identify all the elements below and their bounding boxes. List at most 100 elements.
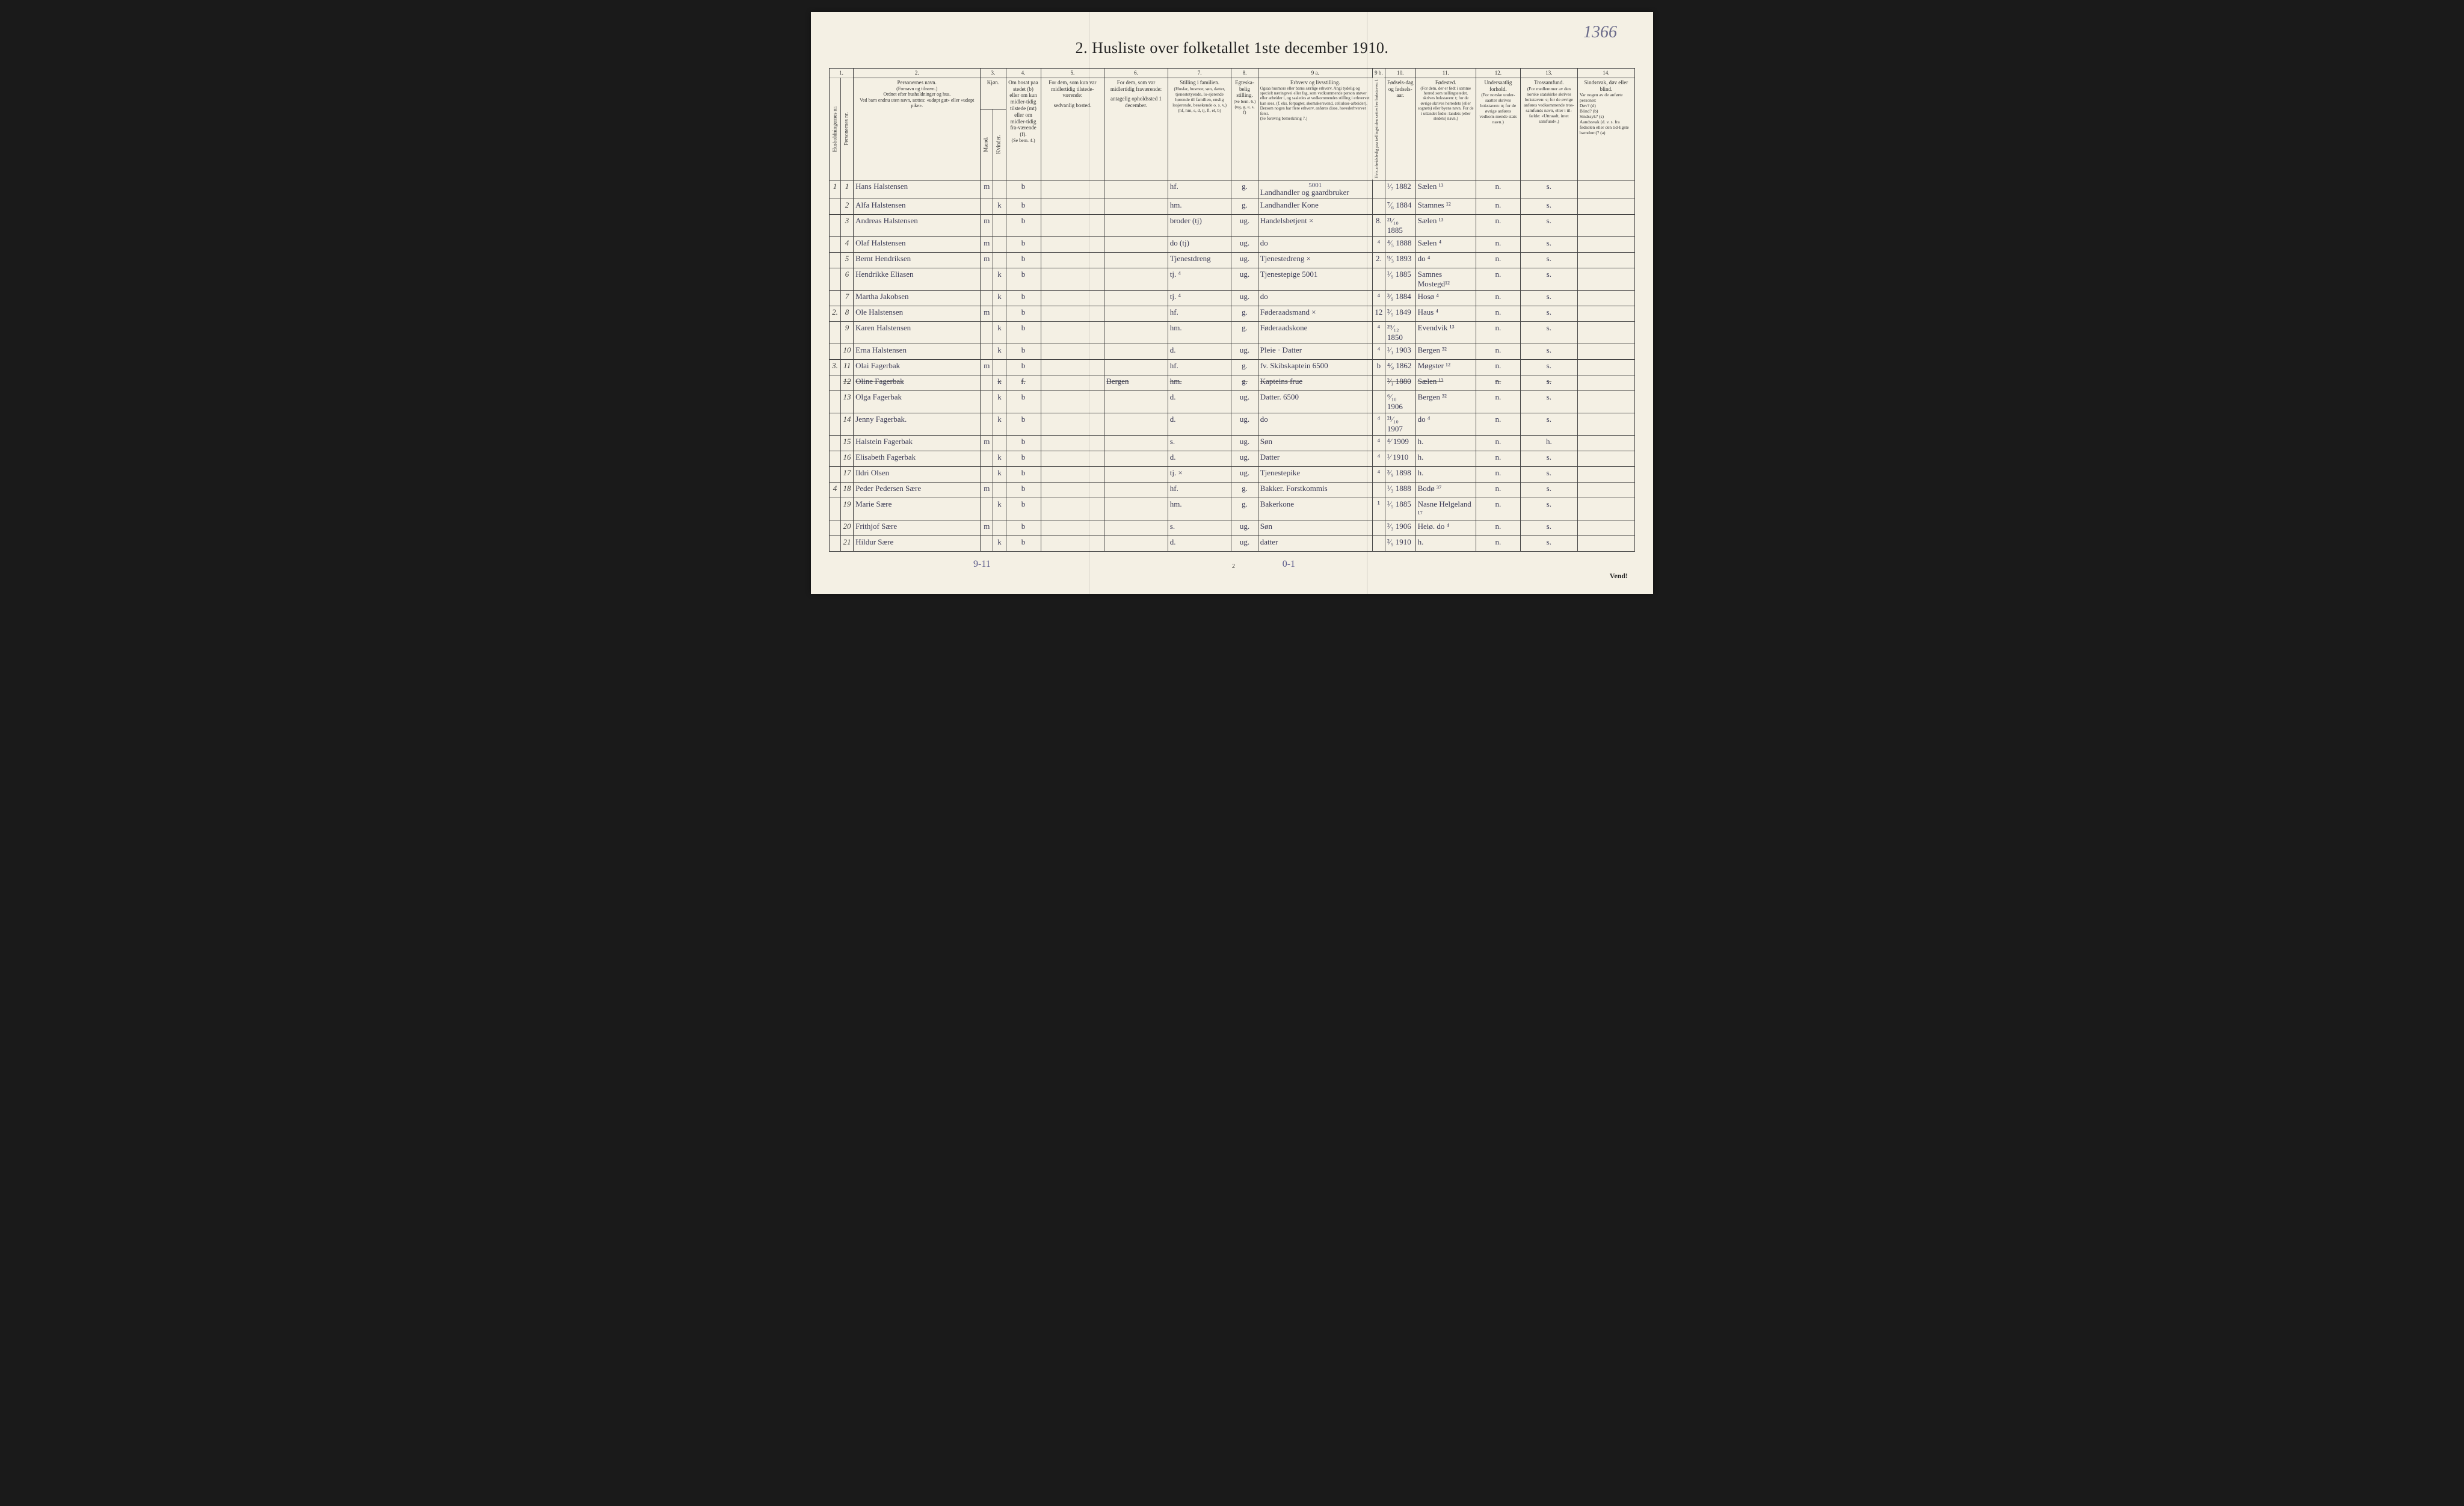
cell-birthdate: ²⁄₅ 1849 [1385,306,1415,322]
cell-residence: b [1006,268,1041,291]
cell-family-position: hm. [1168,375,1231,391]
cell-birthdate: ²¹⁄₁₀ 1907 [1385,413,1415,436]
cell-birthdate: ²⁄₁ 1880 [1385,375,1415,391]
cell-family-position: s. [1168,520,1231,536]
cell-birthdate: ¹⁄₅ 1885 [1385,498,1415,520]
cell-person-nr: 6 [841,268,854,291]
cell-person-nr: 8 [841,306,854,322]
cell-name: Alfa Halstensen [854,199,981,215]
cell-family-position: d. [1168,391,1231,413]
cell-disability [1577,413,1634,436]
cell-temporary-present [1041,268,1104,291]
cell-occupation: Datter. 6500 [1258,391,1372,413]
cell-name: Elisabeth Fagerbak [854,451,981,467]
cell-temporary-absent [1104,268,1168,291]
cell-person-nr: 5 [841,253,854,268]
cell-temporary-absent [1104,306,1168,322]
cell-birthplace: h. [1415,536,1476,552]
cell-temporary-present [1041,375,1104,391]
cell-family-position: d. [1168,413,1231,436]
cell-unemployed: 12 [1372,306,1385,322]
cell-unemployed: ⁴ [1372,451,1385,467]
table-row: 12Oline Fagerbakkf.Bergenhm.g.Kapteins f… [830,375,1635,391]
cell-nationality: n. [1476,536,1520,552]
cell-temporary-present [1041,344,1104,360]
cell-religion: s. [1520,375,1577,391]
cell-unemployed [1372,536,1385,552]
cell-disability [1577,451,1634,467]
cell-sex-m: m [981,306,993,322]
table-row: 9Karen Halstensenkbhm.g.Føderaadskone⁴²⁹… [830,322,1635,344]
cell-sex-m: m [981,360,993,375]
cell-household-nr [830,536,841,552]
cell-sex-k: k [993,322,1006,344]
table-row: 5Bernt HendriksenmbTjenestdrengug.Tjenes… [830,253,1635,268]
column-number-row: 1. 2. 3. 4. 5. 6. 7. 8. 9 a. 9 b. 10. 11… [830,69,1635,78]
cell-religion: s. [1520,536,1577,552]
cell-residence: b [1006,322,1041,344]
cell-sex-m: m [981,181,993,199]
cell-name: Hildur Sære [854,536,981,552]
cell-birthplace: Heiø. do ⁴ [1415,520,1476,536]
cell-temporary-present [1041,451,1104,467]
cell-family-position: Tjenestdreng [1168,253,1231,268]
hdr-arbeidsledig: Hvis arbeidsledig paa tællingstiden sætt… [1372,78,1385,181]
cell-unemployed: b [1372,360,1385,375]
hdr-fravarende: For dem, som var midlertidig fraværende:… [1104,78,1168,181]
cell-household-nr [830,520,841,536]
cell-sex-k [993,215,1006,237]
cell-disability [1577,291,1634,306]
hdr-egteskab: Egteska-belig stilling. (Se bem. 6.) (ug… [1231,78,1258,181]
cell-sex-k [993,483,1006,498]
cell-sex-m: m [981,215,993,237]
cell-religion: s. [1520,520,1577,536]
cell-temporary-absent [1104,291,1168,306]
cell-birthdate: ¹⁄₁ 1903 [1385,344,1415,360]
hdr-sindssvak: Sindssvak, døv eller blind. Var nogen av… [1577,78,1634,181]
cell-occupation: Føderaadskone [1258,322,1372,344]
cell-temporary-absent [1104,520,1168,536]
cell-occupation: Søn [1258,520,1372,536]
cell-sex-m: m [981,436,993,451]
cell-temporary-present [1041,237,1104,253]
cell-person-nr: 15 [841,436,854,451]
cell-residence: b [1006,199,1041,215]
cell-sex-m [981,413,993,436]
cell-occupation: Tjenestepike [1258,467,1372,483]
table-row: 3Andreas Halstensenmbbroder (tj)ug.Hande… [830,215,1635,237]
table-row: 6Hendrikke Eliasenkbtj. ⁴ug.Tjenestepige… [830,268,1635,291]
cell-birthplace: Møgster ¹² [1415,360,1476,375]
colnum-5: 5. [1041,69,1104,78]
cell-nationality: n. [1476,181,1520,199]
cell-name: Bernt Hendriksen [854,253,981,268]
colnum-12: 12. [1476,69,1520,78]
cell-temporary-present [1041,436,1104,451]
colnum-2: 2. [854,69,981,78]
cell-unemployed: ⁴ [1372,413,1385,436]
corner-annotation: 1366 [1583,23,1617,42]
cell-sex-m [981,322,993,344]
cell-person-nr: 11 [841,360,854,375]
cell-birthdate: ²⁹⁄₁₂ 1850 [1385,322,1415,344]
cell-marital: ug. [1231,268,1258,291]
cell-name: Erna Halstensen [854,344,981,360]
page-number-bottom: 2 [1232,563,1235,570]
table-row: 4Olaf Halstensenmbdo (tj)ug.do⁴⁴⁄₅ 1888S… [830,237,1635,253]
cell-temporary-present [1041,498,1104,520]
cell-disability [1577,375,1634,391]
cell-marital: ug. [1231,520,1258,536]
vend-label: Vend! [1610,572,1628,581]
cell-name: Frithjof Sære [854,520,981,536]
cell-residence: b [1006,391,1041,413]
cell-temporary-present [1041,322,1104,344]
cell-marital: g. [1231,498,1258,520]
cell-residence: b [1006,291,1041,306]
cell-temporary-absent [1104,344,1168,360]
cell-temporary-absent [1104,413,1168,436]
table-row: 21Hildur Særekbd.ug.datter²⁄₉ 1910h.n.s. [830,536,1635,552]
cell-residence: b [1006,215,1041,237]
cell-temporary-absent [1104,436,1168,451]
cell-birthdate: ⁴⁄₅ 1888 [1385,237,1415,253]
table-row: 418Peder Pedersen Særembhf.g.Bakker. For… [830,483,1635,498]
cell-residence: b [1006,536,1041,552]
